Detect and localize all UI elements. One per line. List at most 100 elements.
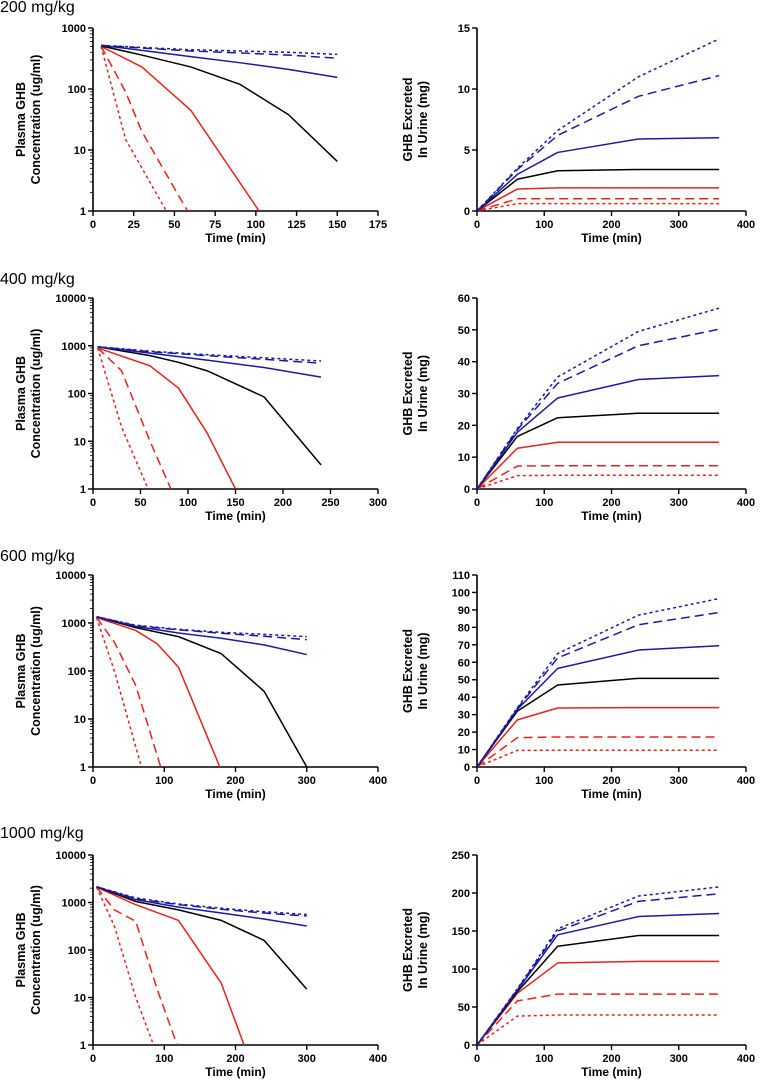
series-line-red-dashed xyxy=(477,736,720,767)
y-axis-label: GHB Excreted xyxy=(401,77,415,161)
x-tick-label: 200 xyxy=(602,775,620,787)
x-axis-label: Time (min) xyxy=(581,787,641,801)
series-line-red-dotted xyxy=(100,46,167,211)
dose-label-400: 400 mg/kg xyxy=(0,271,75,288)
series-line-red-solid xyxy=(477,960,720,1045)
y-tick-label: 60 xyxy=(458,293,470,305)
series-line-blue-dashed xyxy=(96,616,307,641)
series-line-black-solid xyxy=(100,45,338,162)
series-line-red-dotted xyxy=(477,202,720,211)
y-tick-label: 60 xyxy=(458,657,470,669)
series-line-black-solid xyxy=(97,346,322,466)
x-tick-label: 100 xyxy=(535,219,553,231)
series-line-red-dotted xyxy=(477,1014,720,1045)
x-tick-label: 0 xyxy=(90,775,96,787)
x-axis-label: Time (min) xyxy=(205,509,265,523)
x-tick-label: 0 xyxy=(474,1053,480,1065)
y-axis-label: In Urine (mg) xyxy=(416,632,430,709)
chart-plasma-row-2: 0 100 200 300 400 1 10 100 1000 10000 Time (min) Pl… xyxy=(14,570,387,801)
x-tick-label: 150 xyxy=(226,497,244,509)
y-tick-label: 30 xyxy=(458,710,470,722)
x-tick-label: 300 xyxy=(670,219,688,231)
y-tick-label: 10000 xyxy=(55,850,86,862)
y-tick-label: 50 xyxy=(458,675,470,687)
series-line-blue-dashed xyxy=(477,611,720,767)
y-tick-label: 10 xyxy=(458,84,470,96)
x-tick-label: 50 xyxy=(168,219,180,231)
series-line-red-dotted xyxy=(477,749,720,767)
y-axis-label: Concentration (ug/ml) xyxy=(29,55,43,185)
series-line-red-dotted xyxy=(95,886,155,1045)
series-line-red-dashed xyxy=(97,347,172,489)
series-line-red-dashed xyxy=(95,886,178,1045)
x-tick-label: 400 xyxy=(369,1053,387,1065)
y-tick-label: 1000 xyxy=(62,341,86,353)
y-tick-label: 10 xyxy=(458,745,470,757)
y-tick-label: 50 xyxy=(458,325,470,337)
dose-label-200: 200 mg/kg xyxy=(0,0,75,16)
y-tick-label: 50 xyxy=(458,1002,470,1014)
x-axis-label: Time (min) xyxy=(205,787,265,801)
x-tick-label: 0 xyxy=(90,497,96,509)
x-tick-label: 200 xyxy=(602,219,620,231)
x-tick-label: 300 xyxy=(298,1053,316,1065)
x-tick-label: 100 xyxy=(535,775,553,787)
series-line-red-solid xyxy=(477,706,720,767)
series-line-blue-solid xyxy=(96,885,307,927)
y-tick-label: 30 xyxy=(458,389,470,401)
x-tick-label: 200 xyxy=(226,1053,244,1065)
y-axis-label: In Urine (mg) xyxy=(416,355,430,432)
x-tick-label: 75 xyxy=(209,219,221,231)
y-axis-label: Concentration (ug/ml) xyxy=(29,606,43,736)
series-line-blue-dotted xyxy=(97,346,322,362)
y-tick-label: 250 xyxy=(452,850,470,862)
x-tick-label: 175 xyxy=(369,219,387,231)
y-tick-label: 200 xyxy=(452,888,470,900)
chart-urine-row-2: 0 100 200 300 400 0 10 20 30 40 50 60 70 80 90 100 110 Ti… xyxy=(401,570,755,801)
y-tick-label: 100 xyxy=(68,389,86,401)
series-line-blue-solid xyxy=(97,346,322,378)
chart-plasma-row-1: 0 50 100 150 200 250 300 1 10 100 1000 10000 Time (m… xyxy=(14,293,387,523)
series-line-red-dashed xyxy=(477,198,720,211)
x-tick-label: 400 xyxy=(737,219,755,231)
y-tick-label: 10000 xyxy=(55,570,86,582)
x-tick-label: 250 xyxy=(321,497,339,509)
x-tick-label: 100 xyxy=(155,775,173,787)
y-tick-label: 100 xyxy=(68,945,86,957)
series-line-black-solid xyxy=(477,168,720,211)
y-tick-label: 10 xyxy=(74,145,86,157)
x-tick-label: 0 xyxy=(474,497,480,509)
series-line-red-dotted xyxy=(477,474,720,489)
series-line-black-solid xyxy=(96,886,308,990)
x-tick-label: 200 xyxy=(602,1053,620,1065)
series-line-blue-dashed xyxy=(477,328,720,489)
y-tick-label: 100 xyxy=(68,84,86,96)
y-axis-label: Plasma GHB xyxy=(14,633,28,708)
x-tick-label: 300 xyxy=(670,1053,688,1065)
y-tick-label: 0 xyxy=(464,484,470,496)
x-tick-label: 0 xyxy=(474,219,480,231)
y-tick-label: 110 xyxy=(452,570,470,582)
x-tick-label: 400 xyxy=(737,497,755,509)
series-line-black-solid xyxy=(477,934,720,1045)
x-tick-label: 25 xyxy=(128,219,140,231)
y-tick-label: 10 xyxy=(74,993,86,1005)
y-tick-label: 10 xyxy=(458,452,470,464)
y-axis-label: In Urine (mg) xyxy=(416,81,430,158)
series-line-black-solid xyxy=(96,616,308,767)
y-axis-label: Plasma GHB xyxy=(14,912,28,987)
series-line-red-dashed xyxy=(100,46,189,211)
series-line-red-dotted xyxy=(95,617,143,767)
series-line-blue-dashed xyxy=(477,74,720,211)
y-axis-label: Concentration (ug/ml) xyxy=(29,329,43,459)
y-axis-label: In Urine (mg) xyxy=(416,911,430,988)
y-tick-label: 70 xyxy=(458,640,470,652)
series-line-blue-dotted xyxy=(96,885,307,916)
series-line-red-dashed xyxy=(477,465,720,489)
x-tick-label: 200 xyxy=(226,775,244,787)
series-line-blue-dotted xyxy=(477,307,720,489)
series-line-blue-dashed xyxy=(97,346,322,364)
y-tick-label: 10 xyxy=(74,714,86,726)
x-tick-label: 100 xyxy=(179,497,197,509)
